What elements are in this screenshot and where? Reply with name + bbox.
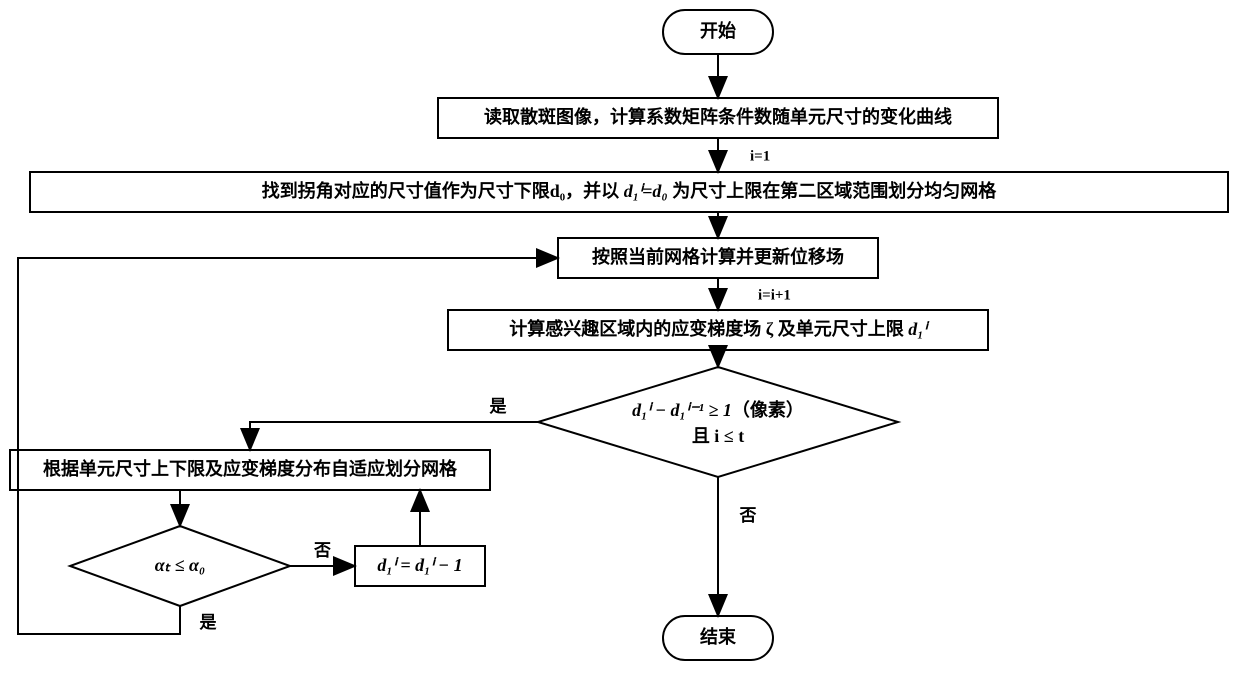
svg-text:d₁ⁱ = d₁ⁱ − 1: d₁ⁱ = d₁ⁱ − 1: [377, 555, 462, 575]
svg-text:找到拐角对应的尺寸值作为尺寸下限d₀，并以 d₁ⁱ=d₀ 为: 找到拐角对应的尺寸值作为尺寸下限d₀，并以 d₁ⁱ=d₀ 为尺寸上限在第二区域范…: [262, 180, 997, 201]
svg-text:是: 是: [490, 397, 507, 416]
svg-text:结束: 结束: [700, 626, 737, 647]
svg-text:i=i+1: i=i+1: [758, 287, 791, 303]
svg-text:按照当前网格计算并更新位移场: 按照当前网格计算并更新位移场: [592, 246, 844, 267]
svg-text:αₜ ≤ α₀: αₜ ≤ α₀: [155, 555, 205, 575]
svg-text:否: 否: [313, 541, 331, 560]
svg-text:否: 否: [739, 506, 757, 525]
svg-text:是: 是: [200, 613, 217, 632]
svg-text:读取散斑图像，计算系数矩阵条件数随单元尺寸的变化曲线: 读取散斑图像，计算系数矩阵条件数随单元尺寸的变化曲线: [484, 106, 952, 127]
svg-text:根据单元尺寸上下限及应变梯度分布自适应划分网格: 根据单元尺寸上下限及应变梯度分布自适应划分网格: [43, 458, 458, 479]
edge: [250, 422, 538, 450]
svg-text:且 i ≤ t: 且 i ≤ t: [692, 426, 744, 446]
svg-text:i=1: i=1: [750, 148, 770, 164]
svg-text:d₁ⁱ − d₁ⁱ⁻¹ ≥ 1（像素）: d₁ⁱ − d₁ⁱ⁻¹ ≥ 1（像素）: [632, 400, 804, 420]
svg-text:计算感兴趣区域内的应变梯度场 ζ 及单元尺寸上限 d₁ⁱ: 计算感兴趣区域内的应变梯度场 ζ 及单元尺寸上限 d₁ⁱ: [509, 318, 929, 339]
flowchart-diagram: 开始读取散斑图像，计算系数矩阵条件数随单元尺寸的变化曲线找到拐角对应的尺寸值作为…: [0, 0, 1239, 694]
decision1: [538, 367, 898, 477]
svg-text:开始: 开始: [700, 20, 736, 41]
